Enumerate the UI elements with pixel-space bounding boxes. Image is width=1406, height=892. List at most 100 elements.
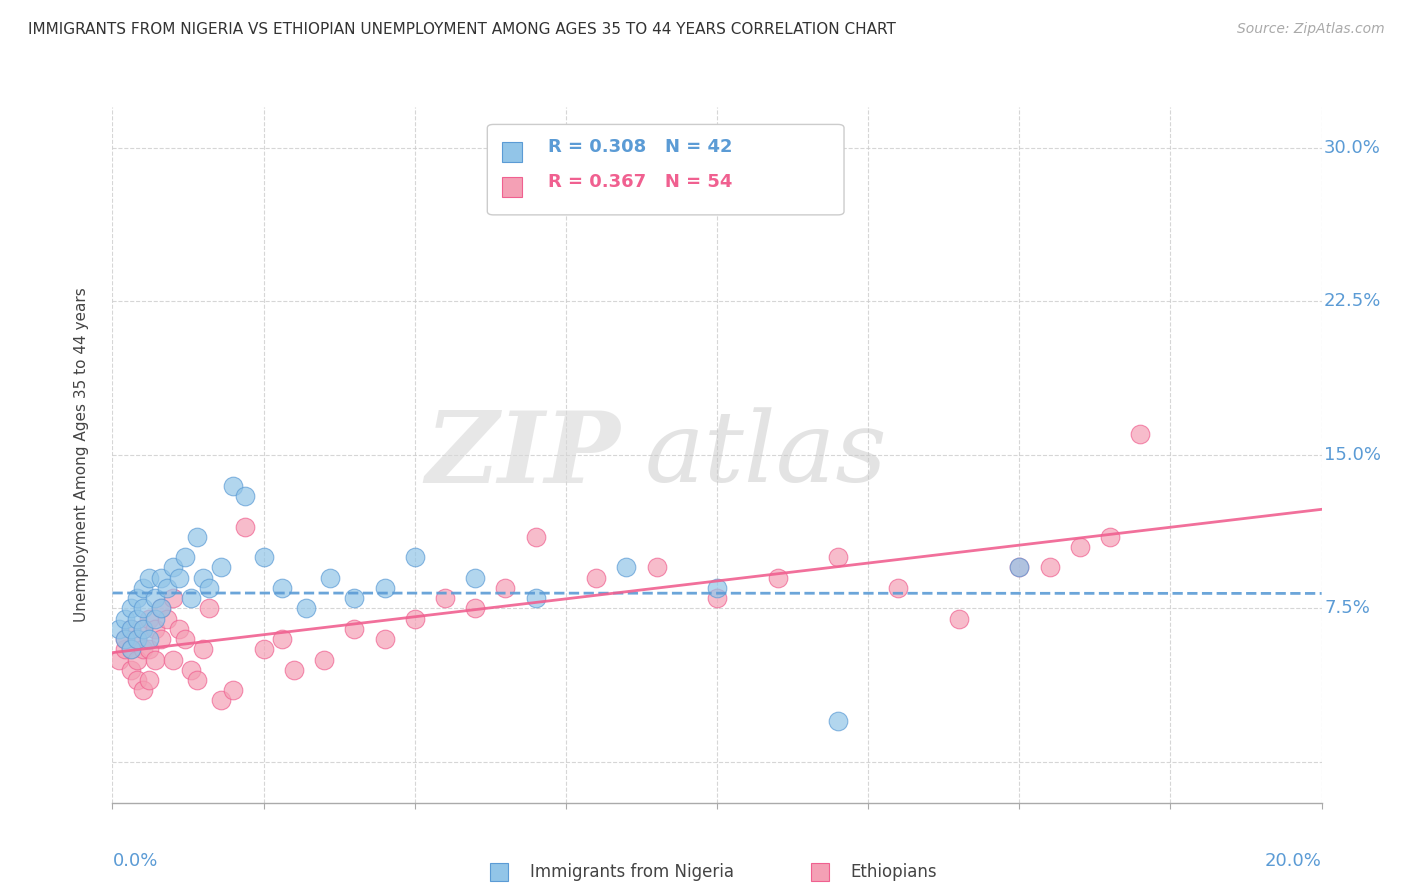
Point bbox=[120, 642, 142, 657]
Point bbox=[1129, 427, 1152, 442]
Point bbox=[524, 591, 547, 606]
Point bbox=[143, 622, 166, 636]
Point bbox=[464, 571, 486, 585]
Text: 20.0%: 20.0% bbox=[1265, 852, 1322, 870]
Point bbox=[149, 571, 172, 585]
Point bbox=[1008, 560, 1031, 574]
Point bbox=[107, 652, 129, 666]
Point bbox=[319, 571, 342, 585]
Point bbox=[180, 663, 202, 677]
Text: 30.0%: 30.0% bbox=[1324, 139, 1381, 157]
Point bbox=[143, 652, 166, 666]
Point bbox=[162, 652, 184, 666]
Point bbox=[198, 601, 221, 615]
Point bbox=[138, 673, 160, 687]
Point bbox=[209, 560, 232, 574]
Point bbox=[114, 612, 136, 626]
Point bbox=[374, 581, 396, 595]
Point bbox=[120, 663, 142, 677]
Point bbox=[138, 612, 160, 626]
Point bbox=[143, 591, 166, 606]
Point bbox=[235, 489, 257, 503]
Point bbox=[114, 642, 136, 657]
Point bbox=[314, 652, 336, 666]
Point bbox=[186, 673, 208, 687]
Point bbox=[114, 632, 136, 646]
Point bbox=[120, 622, 142, 636]
Point bbox=[404, 550, 426, 565]
Point bbox=[120, 601, 142, 615]
Point bbox=[125, 652, 148, 666]
Point bbox=[495, 581, 517, 595]
Text: IMMIGRANTS FROM NIGERIA VS ETHIOPIAN UNEMPLOYMENT AMONG AGES 35 TO 44 YEARS CORR: IMMIGRANTS FROM NIGERIA VS ETHIOPIAN UNE… bbox=[28, 22, 896, 37]
Point bbox=[125, 673, 148, 687]
Point bbox=[132, 622, 155, 636]
Point bbox=[1069, 540, 1091, 554]
Point bbox=[270, 632, 292, 646]
Point bbox=[616, 560, 638, 574]
Text: Source: ZipAtlas.com: Source: ZipAtlas.com bbox=[1237, 22, 1385, 37]
FancyBboxPatch shape bbox=[488, 124, 844, 215]
Point bbox=[706, 581, 728, 595]
Point bbox=[270, 581, 292, 595]
Point bbox=[1098, 530, 1121, 544]
Point bbox=[149, 601, 172, 615]
Point bbox=[222, 478, 245, 492]
Point bbox=[1008, 560, 1031, 574]
Point bbox=[343, 591, 366, 606]
Point bbox=[138, 571, 160, 585]
Point bbox=[132, 622, 155, 636]
Point bbox=[120, 622, 142, 636]
Text: atlas: atlas bbox=[644, 408, 887, 502]
Point bbox=[766, 571, 789, 585]
Point bbox=[174, 550, 197, 565]
Point bbox=[827, 714, 849, 728]
Point bbox=[404, 612, 426, 626]
Point bbox=[138, 632, 160, 646]
Point bbox=[156, 612, 179, 626]
Point bbox=[167, 622, 190, 636]
Point bbox=[125, 612, 148, 626]
Text: 15.0%: 15.0% bbox=[1324, 446, 1381, 464]
Point bbox=[132, 642, 155, 657]
Point bbox=[253, 642, 276, 657]
Point bbox=[120, 642, 142, 657]
Point bbox=[125, 632, 148, 646]
Point bbox=[374, 632, 396, 646]
Point bbox=[162, 560, 184, 574]
Point bbox=[167, 571, 190, 585]
Point bbox=[887, 581, 910, 595]
Point bbox=[162, 591, 184, 606]
Point bbox=[149, 632, 172, 646]
Point bbox=[125, 591, 148, 606]
Point bbox=[948, 612, 970, 626]
Point bbox=[191, 571, 214, 585]
Point bbox=[1038, 560, 1062, 574]
Point bbox=[132, 601, 155, 615]
Point bbox=[132, 581, 155, 595]
Point bbox=[180, 591, 202, 606]
Point bbox=[295, 601, 318, 615]
Point bbox=[645, 560, 668, 574]
Point bbox=[198, 581, 221, 595]
Point bbox=[585, 571, 607, 585]
Point bbox=[107, 622, 129, 636]
Text: Immigrants from Nigeria: Immigrants from Nigeria bbox=[530, 863, 734, 881]
Point bbox=[464, 601, 486, 615]
Point bbox=[186, 530, 208, 544]
Point bbox=[827, 550, 849, 565]
Point bbox=[253, 550, 276, 565]
Point bbox=[283, 663, 305, 677]
Point bbox=[114, 632, 136, 646]
Point bbox=[191, 642, 214, 657]
Point bbox=[149, 601, 172, 615]
Text: 22.5%: 22.5% bbox=[1324, 293, 1382, 310]
Point bbox=[209, 693, 232, 707]
Point bbox=[235, 519, 257, 533]
Point bbox=[125, 632, 148, 646]
Text: R = 0.308   N = 42: R = 0.308 N = 42 bbox=[548, 138, 733, 156]
Text: R = 0.367   N = 54: R = 0.367 N = 54 bbox=[548, 173, 733, 191]
Point bbox=[222, 683, 245, 698]
Text: Ethiopians: Ethiopians bbox=[851, 863, 936, 881]
Text: 0.0%: 0.0% bbox=[112, 852, 157, 870]
